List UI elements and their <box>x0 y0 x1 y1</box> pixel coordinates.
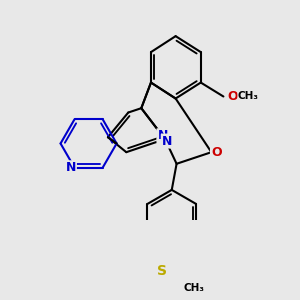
Text: O: O <box>227 90 238 103</box>
Text: N: N <box>65 161 76 174</box>
Text: CH₃: CH₃ <box>184 283 205 293</box>
Text: O: O <box>211 146 222 159</box>
Text: CH₃: CH₃ <box>238 92 259 101</box>
Text: N: N <box>162 135 172 148</box>
Text: S: S <box>157 264 167 278</box>
Text: N: N <box>158 129 168 142</box>
